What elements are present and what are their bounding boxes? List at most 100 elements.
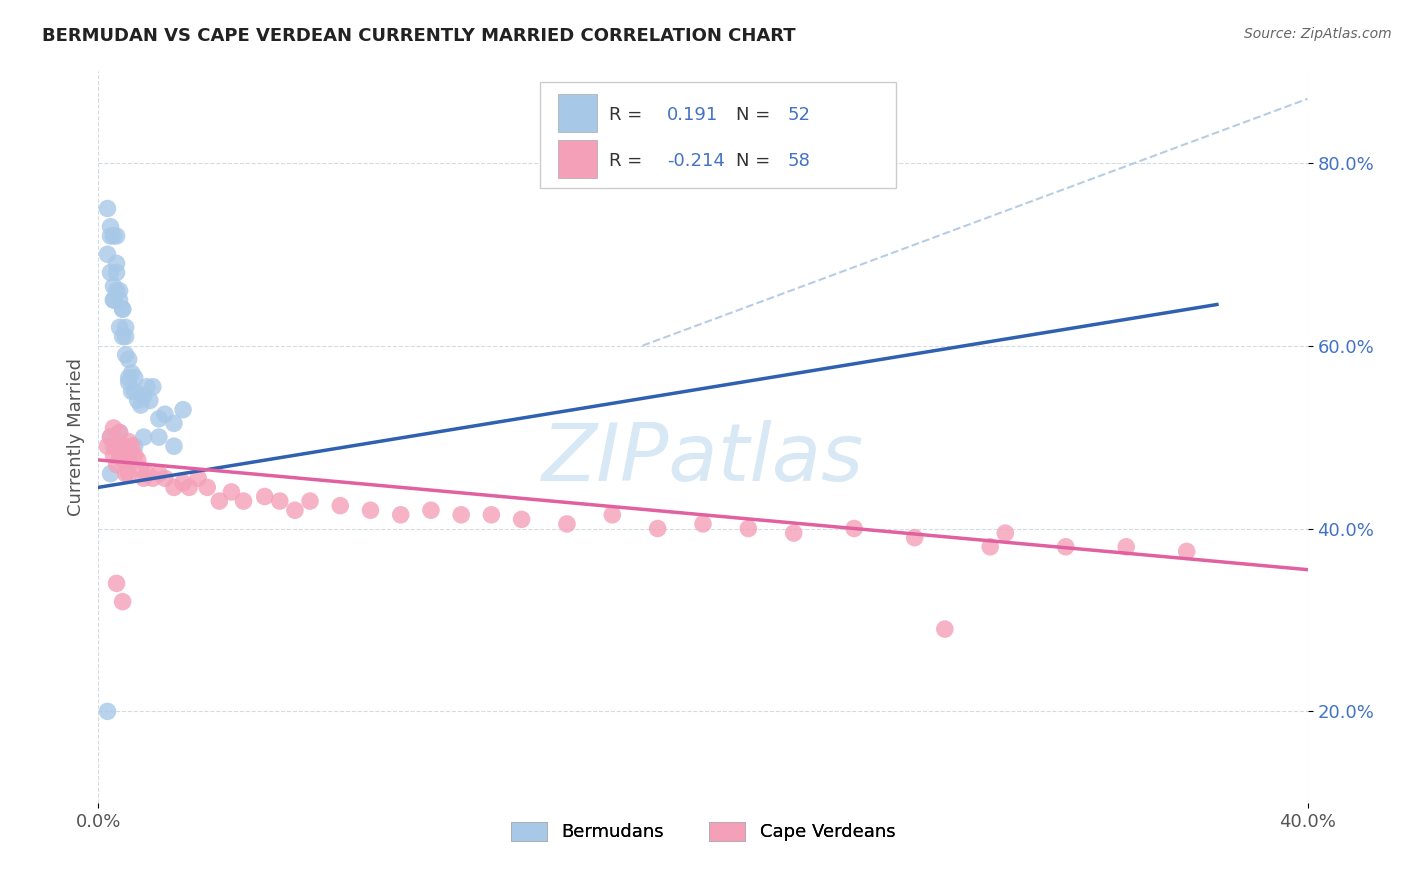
Point: [692, 516, 714, 531]
FancyBboxPatch shape: [558, 94, 596, 132]
Point: [105, 284, 128, 298]
FancyBboxPatch shape: [540, 82, 897, 188]
Point: [389, 508, 412, 522]
Point: [172, 475, 194, 490]
Text: -0.214: -0.214: [666, 152, 724, 170]
Point: [163, 417, 186, 431]
Point: [100, 228, 122, 243]
Point: [844, 521, 866, 535]
Point: [100, 430, 122, 444]
Point: [108, 425, 131, 440]
Text: R =: R =: [609, 105, 643, 124]
Point: [114, 448, 136, 462]
Point: [105, 439, 128, 453]
Point: [108, 284, 131, 298]
Text: N =: N =: [735, 105, 770, 124]
Point: [208, 494, 231, 508]
Point: [148, 430, 170, 444]
Point: [96, 705, 118, 719]
Point: [148, 467, 170, 481]
Point: [142, 471, 165, 485]
Point: [114, 348, 136, 362]
Point: [129, 398, 152, 412]
Point: [103, 279, 125, 293]
Point: [108, 320, 131, 334]
FancyBboxPatch shape: [558, 140, 596, 178]
Point: [118, 453, 141, 467]
Point: [105, 266, 128, 280]
Point: [163, 480, 186, 494]
Point: [103, 439, 125, 453]
Point: [103, 228, 125, 243]
Point: [934, 622, 956, 636]
Point: [329, 499, 352, 513]
Point: [111, 443, 134, 458]
Point: [481, 508, 503, 522]
Point: [121, 439, 143, 453]
Point: [129, 462, 152, 476]
Point: [127, 453, 149, 467]
Point: [737, 521, 759, 535]
Point: [103, 448, 125, 462]
Point: [105, 256, 128, 270]
Point: [118, 370, 141, 384]
Legend: Bermudans, Cape Verdeans: Bermudans, Cape Verdeans: [503, 814, 903, 848]
Point: [118, 453, 141, 467]
Point: [105, 228, 128, 243]
Point: [979, 540, 1001, 554]
Point: [105, 439, 128, 453]
Point: [1054, 540, 1077, 554]
Point: [153, 471, 176, 485]
Text: ZIPatlas: ZIPatlas: [541, 420, 865, 498]
Point: [994, 526, 1017, 541]
Point: [221, 485, 243, 500]
Point: [510, 512, 533, 526]
Point: [360, 503, 382, 517]
Text: 58: 58: [787, 152, 810, 170]
Point: [132, 471, 155, 485]
Point: [111, 439, 134, 453]
Point: [269, 494, 291, 508]
Point: [96, 439, 118, 453]
Point: [118, 352, 141, 367]
Point: [124, 448, 146, 462]
Point: [118, 467, 141, 481]
Point: [114, 320, 136, 334]
Text: 52: 52: [787, 105, 811, 124]
Point: [96, 202, 118, 216]
Point: [450, 508, 472, 522]
Text: R =: R =: [609, 152, 643, 170]
Point: [135, 467, 157, 481]
Point: [124, 370, 146, 384]
Point: [253, 490, 276, 504]
Point: [132, 389, 155, 403]
Point: [135, 380, 157, 394]
Y-axis label: Currently Married: Currently Married: [66, 358, 84, 516]
Point: [904, 531, 927, 545]
Point: [100, 219, 122, 234]
Point: [100, 266, 122, 280]
Point: [96, 247, 118, 261]
Point: [105, 576, 128, 591]
Point: [139, 393, 162, 408]
Point: [103, 293, 125, 307]
Point: [232, 494, 254, 508]
Point: [111, 453, 134, 467]
Point: [179, 480, 201, 494]
Point: [420, 503, 443, 517]
Point: [100, 467, 122, 481]
Point: [602, 508, 624, 522]
Text: 0.191: 0.191: [666, 105, 718, 124]
Point: [1175, 544, 1198, 558]
Point: [111, 301, 134, 317]
Text: BERMUDAN VS CAPE VERDEAN CURRENTLY MARRIED CORRELATION CHART: BERMUDAN VS CAPE VERDEAN CURRENTLY MARRI…: [42, 27, 796, 45]
Point: [127, 393, 149, 408]
Point: [111, 594, 134, 608]
Point: [124, 439, 146, 453]
Point: [118, 434, 141, 449]
Point: [142, 380, 165, 394]
Point: [108, 425, 131, 440]
Point: [555, 516, 578, 531]
Point: [1115, 540, 1137, 554]
Point: [111, 301, 134, 317]
